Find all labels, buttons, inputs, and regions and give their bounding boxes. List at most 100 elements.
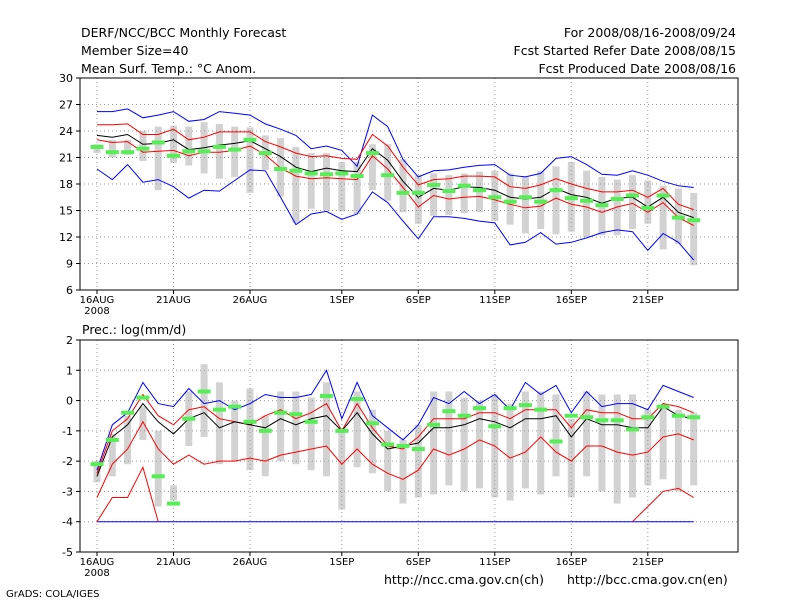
x-tick-label: 6SEP — [406, 557, 431, 568]
y-tick-label: 18 — [59, 178, 73, 191]
obs-marker — [289, 168, 303, 173]
obs-marker — [626, 427, 639, 432]
obs-marker — [564, 413, 578, 418]
obs-marker — [365, 421, 379, 426]
obs-marker — [167, 153, 180, 158]
spread-box — [552, 394, 560, 477]
obs-marker — [151, 474, 165, 479]
spread-box — [154, 126, 162, 191]
spread-box — [246, 127, 254, 193]
obs-marker — [549, 439, 563, 444]
spread-box — [185, 126, 193, 166]
series-line-lower-quartile — [96, 139, 694, 226]
x-tick-year-label: 2008 — [84, 306, 109, 317]
obs-marker — [121, 150, 135, 155]
spread-box — [368, 144, 376, 191]
obs-marker — [197, 389, 211, 394]
obs-marker — [626, 193, 639, 198]
spread-box — [93, 461, 101, 483]
y-tick-label: 21 — [59, 152, 73, 165]
obs-marker — [549, 188, 563, 193]
obs-marker — [595, 203, 609, 208]
obs-marker — [136, 146, 150, 151]
spread-box — [460, 173, 468, 214]
obs-marker — [641, 205, 655, 210]
obs-marker — [473, 188, 486, 193]
x-tick-label: 6SEP — [406, 295, 431, 306]
series-line-lower-quartile — [96, 420, 694, 498]
obs-marker — [503, 199, 517, 204]
spread-box — [583, 391, 591, 477]
spread-box — [139, 406, 147, 440]
x-tick-label: 21AUG — [156, 557, 191, 568]
y-tick-label: 27 — [59, 99, 73, 112]
obs-marker — [320, 172, 333, 177]
spread-box — [338, 430, 346, 510]
spread-box — [215, 123, 223, 179]
spread-box — [445, 391, 453, 486]
obs-marker — [381, 173, 395, 178]
spread-box — [323, 153, 330, 211]
obs-marker — [335, 171, 349, 176]
spread-box — [215, 382, 223, 465]
obs-marker — [365, 151, 379, 156]
y-tick-label: -3 — [62, 485, 73, 498]
obs-marker — [381, 442, 395, 447]
spread-box — [644, 409, 652, 486]
obs-marker — [274, 166, 288, 171]
series-line-min — [96, 163, 695, 261]
obs-marker — [258, 151, 272, 156]
spread-box — [674, 409, 682, 492]
obs-marker — [182, 149, 196, 154]
bcc-url-link[interactable]: http://bcc.cma.gov.cn(en) — [567, 572, 728, 587]
obs-marker — [473, 406, 486, 411]
spread-box — [583, 170, 591, 237]
spread-box — [399, 439, 407, 504]
start-date-label: Fcst Started Refer Date 2008/08/15 — [513, 43, 737, 58]
spread-box — [108, 433, 116, 477]
spread-box — [231, 400, 239, 462]
spread-box — [506, 403, 514, 501]
spread-box — [430, 391, 438, 495]
y-tick-label: 15 — [59, 205, 73, 218]
y-tick-label: 30 — [59, 72, 73, 85]
obs-marker — [212, 144, 226, 149]
obs-marker — [656, 404, 670, 409]
spread-box — [139, 131, 147, 162]
spread-box — [277, 391, 285, 462]
series-line-mean — [96, 133, 694, 219]
obs-marker — [151, 140, 165, 145]
obs-marker — [427, 182, 441, 187]
obs-marker — [274, 410, 288, 415]
obs-marker — [427, 422, 441, 427]
spread-box — [414, 424, 422, 498]
obs-marker — [442, 409, 456, 414]
x-tick-label: 21AUG — [156, 295, 191, 306]
obs-marker — [488, 195, 502, 200]
obs-marker — [136, 395, 150, 400]
spread-box — [384, 144, 392, 201]
x-tick-label: 16AUG — [80, 295, 115, 306]
spread-box — [659, 185, 667, 250]
y-tick-label: -2 — [62, 455, 73, 468]
obs-marker — [243, 137, 257, 142]
obs-marker — [121, 410, 135, 415]
spread-box — [231, 126, 239, 177]
obs-marker — [610, 197, 624, 202]
spread-box — [307, 153, 315, 209]
obs-marker — [564, 196, 578, 201]
obs-marker — [243, 419, 257, 424]
x-tick-label: 16SEP — [556, 557, 587, 568]
spread-box — [124, 415, 132, 465]
obs-marker — [687, 218, 701, 223]
ncc-url-link[interactable]: http://ncc.cma.gov.cn(ch) — [384, 572, 544, 587]
spread-box — [521, 391, 529, 489]
y-tick-label: 6 — [66, 284, 73, 297]
obs-marker — [228, 147, 242, 152]
y-tick-label: -4 — [62, 516, 73, 529]
spread-box — [445, 175, 453, 215]
spread-box — [629, 394, 636, 498]
series-line-mean — [96, 402, 694, 477]
obs-marker — [442, 189, 456, 194]
obs-marker — [105, 437, 119, 442]
